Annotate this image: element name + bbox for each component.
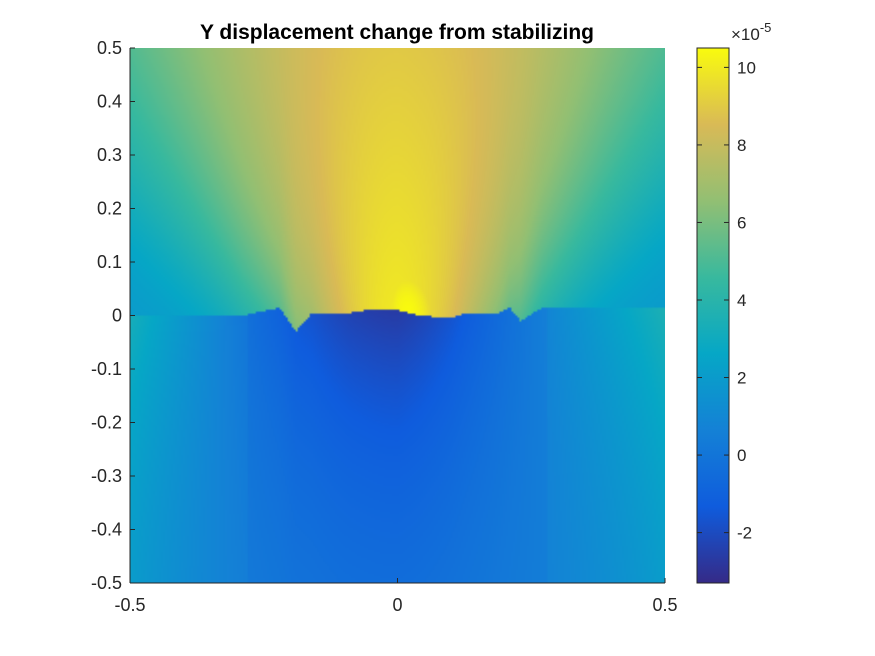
y-tick-label: 0 (112, 306, 122, 326)
colorbar-tick-label: 4 (737, 291, 746, 310)
colorbar: 10 8 6 4 2 0 -2 ×10-5 (696, 20, 771, 584)
colorbar-tick-label: -2 (737, 524, 752, 543)
y-axis-ticks: 0.5 0.4 0.3 0.2 0.1 0 -0.1 -0.2 -0.3 -0.4 -0.5 (91, 38, 135, 593)
y-tick-label: 0.5 (97, 38, 122, 58)
chart-title: Y displacement change from stabilizing (200, 21, 594, 44)
y-tick-label: 0.1 (97, 252, 122, 272)
colorbar-exponent: ×10-5 (731, 20, 771, 44)
heatmap-image (130, 48, 665, 583)
colorbar-tick-label: 2 (737, 369, 746, 388)
colorbar-ticks: 10 8 6 4 2 0 -2 (697, 58, 756, 543)
y-tick-label: 0.4 (97, 92, 122, 112)
colorbar-exponent-power: -5 (760, 20, 772, 35)
colorbar-tick-label: 8 (737, 136, 746, 155)
y-tick-label: -0.5 (91, 573, 122, 593)
x-tick-label: 0.5 (652, 595, 677, 615)
y-tick-label: 0.3 (97, 145, 122, 165)
x-tick-label: 0 (392, 595, 402, 615)
colorbar-tick-label: 0 (737, 446, 746, 465)
x-axis-ticks: -0.5 0 0.5 (114, 578, 678, 615)
colorbar-tick-label: 6 (737, 213, 746, 232)
y-tick-label: 0.2 (97, 199, 122, 219)
y-tick-label: -0.1 (91, 359, 122, 379)
y-tick-label: -0.4 (91, 520, 122, 540)
colorbar-tick-label: 10 (737, 58, 756, 77)
x-tick-label: -0.5 (114, 595, 145, 615)
colorbar-gradient (696, 47, 730, 584)
y-tick-label: -0.3 (91, 466, 122, 486)
heatmap-plot-area (130, 48, 665, 583)
y-tick-label: -0.2 (91, 413, 122, 433)
